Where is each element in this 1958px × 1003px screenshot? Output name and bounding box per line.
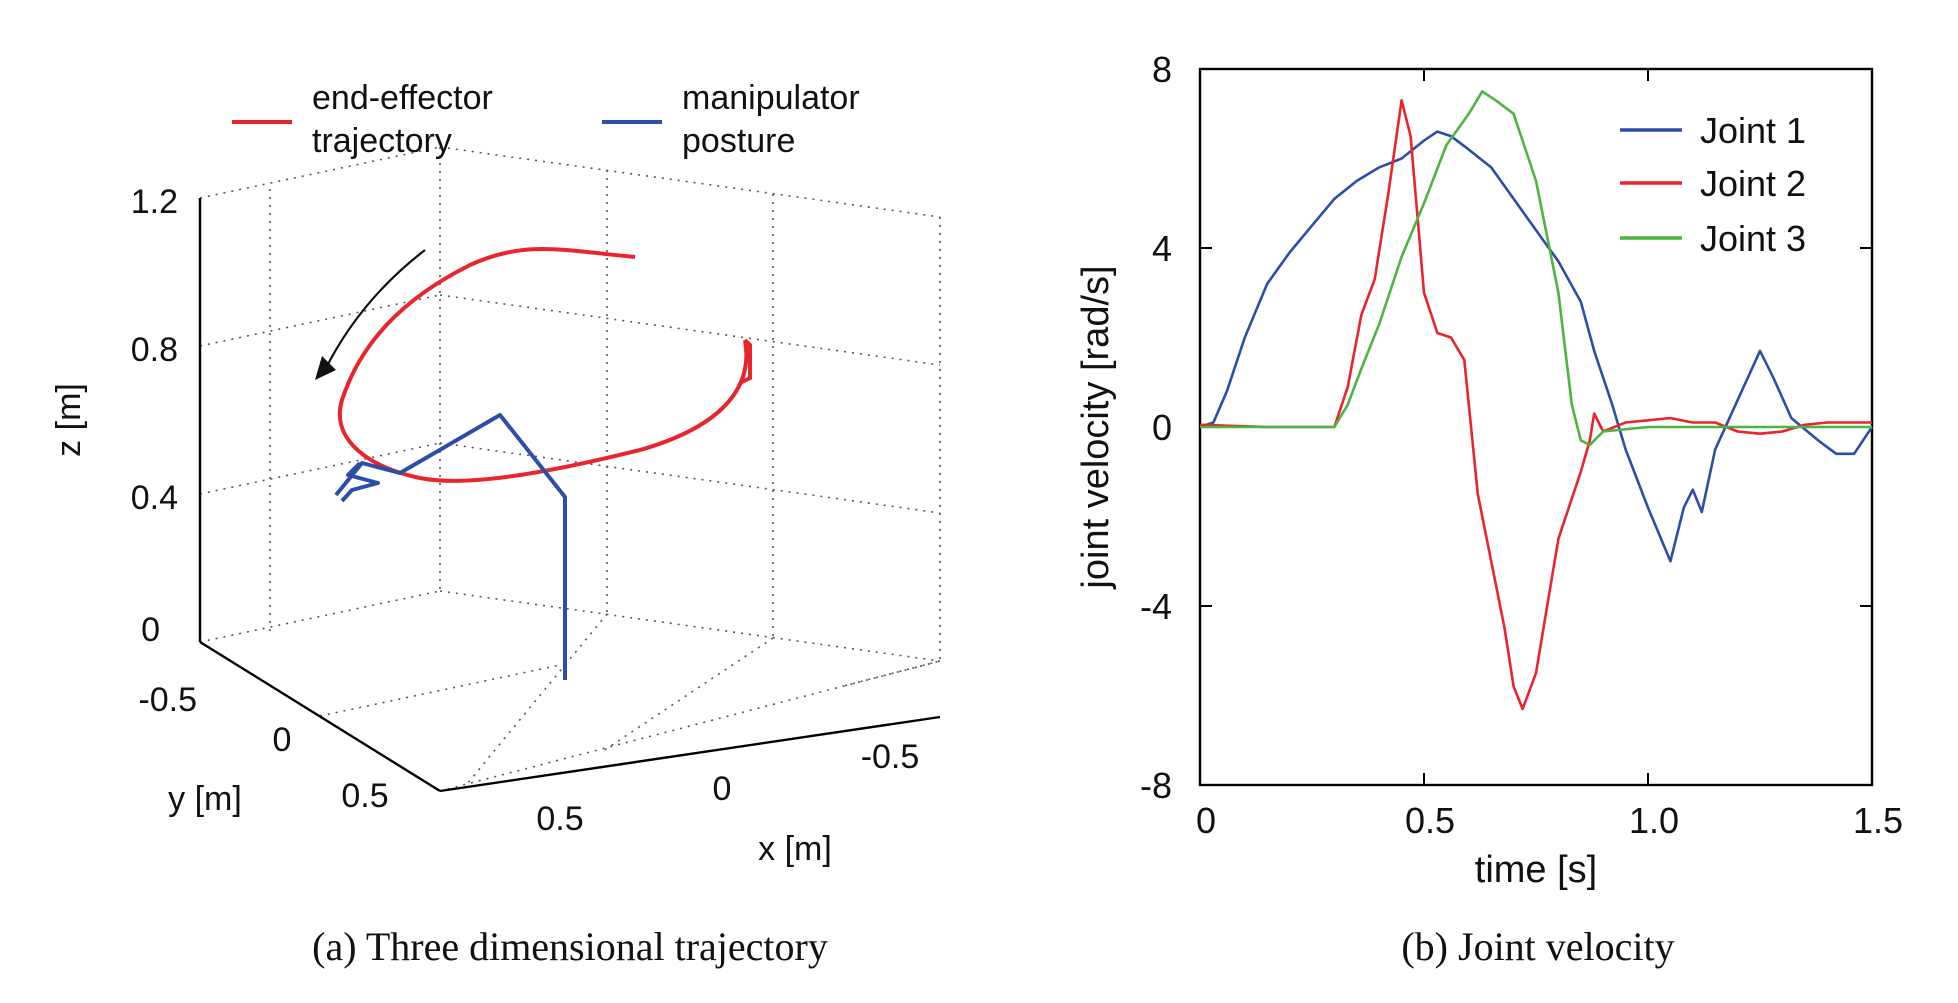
direction-arrow-head	[315, 356, 336, 380]
panel-joint-velocity: 0 0.5 1.0 1.5 -8 -4 0 4 8 joint velocity [rad/s]…	[1075, 49, 1903, 969]
end-effector-trajectory-line	[338, 247, 749, 483]
grid-line	[199, 590, 441, 643]
x-axis-label: x [m]	[758, 830, 832, 868]
z-tick-label: 0	[141, 611, 160, 649]
legend-label-manipulator: manipulator posture	[682, 79, 860, 160]
z-tick-label: 0.8	[131, 331, 178, 369]
x-axis	[439, 715, 941, 793]
3d-grid	[199, 146, 941, 792]
end-effector-trajectory-tail	[739, 338, 752, 385]
x-tick-label: 0.5	[1405, 800, 1455, 841]
z-tick-label: 0.4	[131, 479, 178, 517]
z-axis-label: z [m]	[50, 383, 88, 457]
legend-line: posture	[682, 122, 795, 160]
series-line-joint-3	[1200, 90, 1872, 447]
caption-b: (b) Joint velocity	[1401, 924, 1674, 969]
series-line-joint-2	[1199, 99, 1872, 711]
legend-line: end-effector	[312, 79, 493, 117]
grid-line	[439, 294, 941, 366]
grid-line	[199, 442, 441, 495]
z-tick-label: 1.2	[131, 183, 178, 221]
y-axis-label-joint-velocity: joint velocity [rad/s]	[1075, 265, 1117, 589]
x-tick-label: 1.0	[1629, 800, 1679, 841]
y-tick-label: 0	[1152, 407, 1172, 448]
x-axis-label-time: time [s]	[1475, 849, 1597, 891]
grid-line	[319, 664, 561, 717]
y-tick-label: 0	[273, 721, 292, 759]
x-tick-label: 1.5	[1853, 800, 1903, 841]
grid-line	[439, 442, 941, 514]
y-tick-label: -8	[1140, 765, 1172, 806]
caption-a: (a) Three dimensional trajectory	[312, 924, 828, 969]
y-tick-label: -4	[1140, 586, 1172, 627]
3d-tick-labels: 1.2 0.8 0.4 0 -0.5 0 0.5 0.5 0 -0.5	[131, 183, 920, 838]
grid-line	[466, 613, 608, 785]
grid-line	[599, 637, 774, 754]
y-axis	[199, 640, 441, 793]
direction-arrow	[324, 249, 426, 371]
series-line-joint-1	[1199, 130, 1874, 563]
legend-label-joint-2: Joint 2	[1700, 163, 1806, 204]
series-lines	[1199, 90, 1874, 711]
legend-label-joint-3: Joint 3	[1700, 218, 1806, 259]
grid-line	[199, 146, 441, 199]
y-tick-label: 4	[1152, 228, 1172, 269]
legend-line: trajectory	[312, 122, 452, 160]
grid-line	[839, 660, 941, 688]
legend-3d: end-effector trajectory manipulator postur…	[232, 79, 860, 160]
x-tick-label: -0.5	[861, 738, 920, 776]
x-tick-label: 0	[713, 770, 732, 808]
legend-label-joint-1: Joint 1	[1700, 110, 1806, 151]
grid-line	[439, 590, 941, 662]
legend-line: manipulator	[682, 79, 860, 117]
x-tick-label: 0.5	[536, 800, 583, 838]
grid-line	[199, 294, 441, 347]
legend-label-end-effector: end-effector trajectory	[312, 79, 493, 160]
x-tick-label: 0	[1196, 800, 1216, 841]
3d-axes	[198, 198, 941, 793]
y-tick-label: 8	[1152, 49, 1172, 90]
y-axis-label: y [m]	[168, 780, 242, 818]
manipulator-posture-line	[334, 413, 567, 680]
y-tick-label: -0.5	[138, 681, 197, 719]
panel-3d-trajectory: 1.2 0.8 0.4 0 -0.5 0 0.5 0.5 0 -0.5 z [m…	[50, 79, 941, 969]
legend-2d: Joint 1 Joint 2 Joint 3	[1620, 110, 1806, 259]
y-tick-label: 0.5	[341, 777, 388, 815]
tick-labels: 0 0.5 1.0 1.5 -8 -4 0 4 8	[1140, 49, 1903, 841]
